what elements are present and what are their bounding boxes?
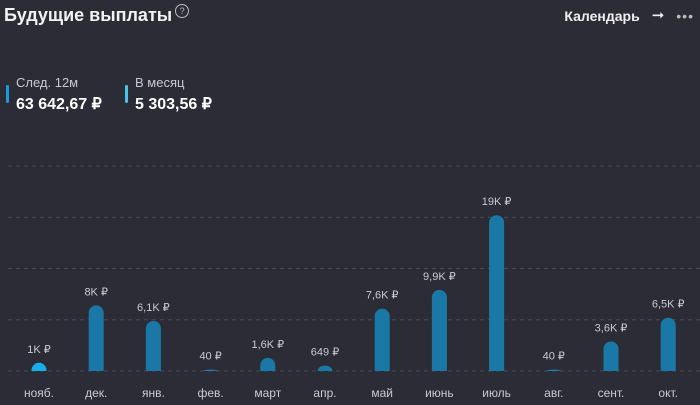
bar-0 — [31, 362, 47, 371]
x-tick-label: сент. — [598, 386, 625, 400]
x-tick-label: окт. — [658, 386, 678, 400]
bar-11 — [660, 317, 676, 371]
x-tick-label: нояб. — [24, 386, 54, 400]
data-label: 40 ₽ — [199, 351, 221, 363]
stat-label: След. 12м — [16, 75, 79, 90]
bar-10 — [603, 341, 619, 371]
x-tick-label: июль — [482, 386, 511, 400]
data-label: 6,5K ₽ — [652, 299, 685, 311]
data-label: 7,6K ₽ — [366, 290, 399, 302]
x-tick-label: март — [254, 386, 281, 400]
data-label: 649 ₽ — [311, 347, 339, 359]
stat-value: 5 303,56 ₽ — [135, 96, 212, 113]
x-tick-label: авг. — [544, 386, 563, 400]
x-tick-label: дек. — [85, 386, 107, 400]
x-tick-label: фев. — [197, 386, 223, 400]
bar-3 — [203, 369, 219, 371]
widget-header: Будущие выплаты ? — [4, 4, 190, 26]
stat-label: В месяц — [135, 75, 185, 90]
question-circle-icon[interactable]: ? — [175, 4, 190, 18]
bar-1 — [88, 305, 104, 371]
x-tick-label: янв. — [142, 386, 165, 400]
data-label: 1K ₽ — [27, 344, 51, 356]
stat-color-marker — [6, 85, 9, 103]
x-tick-label: апр. — [313, 386, 336, 400]
header-actions: Календарь ➞ ••• — [564, 6, 694, 26]
bar-9 — [546, 369, 562, 371]
widget-title: Будущие выплаты — [4, 5, 173, 25]
bar-5 — [317, 365, 333, 371]
bar-2 — [145, 320, 161, 371]
bar-8 — [489, 215, 505, 371]
stat-color-marker — [125, 85, 128, 103]
data-label: 3,6K ₽ — [595, 322, 628, 334]
bar-7 — [431, 289, 447, 371]
bar-6 — [374, 308, 390, 371]
x-tick-label: июнь — [425, 386, 454, 400]
data-label: 8K ₽ — [84, 286, 108, 298]
arrow-right-icon[interactable]: ➞ — [651, 7, 665, 24]
more-dots-icon[interactable]: ••• — [676, 8, 694, 24]
bar-4 — [260, 357, 276, 371]
data-label: 1,6K ₽ — [251, 339, 284, 351]
data-label: 6,1K ₽ — [137, 302, 170, 314]
data-label: 19K ₽ — [482, 196, 512, 208]
x-tick-label: май — [371, 386, 393, 400]
calendar-link[interactable]: Календарь — [564, 8, 640, 24]
data-label: 40 ₽ — [543, 351, 565, 363]
data-label: 9,9K ₽ — [423, 271, 456, 283]
stat-value: 63 642,67 ₽ — [16, 96, 102, 113]
